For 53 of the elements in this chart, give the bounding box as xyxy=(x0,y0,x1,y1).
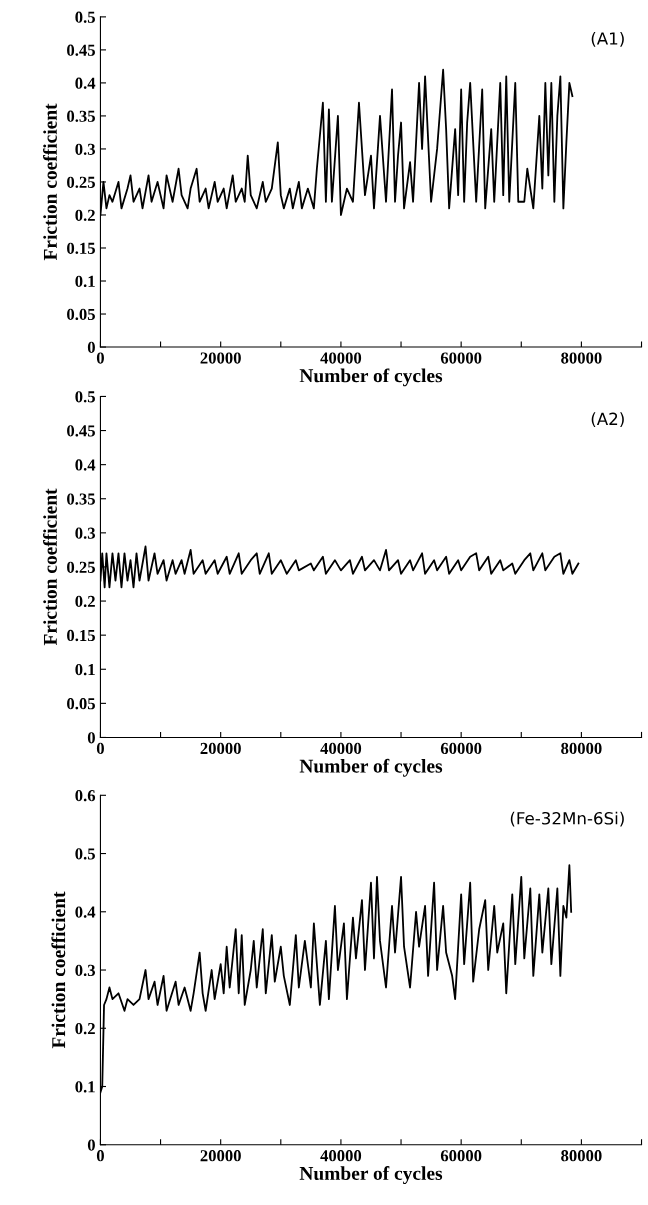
x-tick-label: 60000 xyxy=(440,742,482,755)
y-tick-label: 0.2 xyxy=(75,595,95,608)
x-axis-title: Number of cycles xyxy=(299,1166,443,1184)
annotation: (Fe-32Mn-6Si) xyxy=(510,811,624,827)
y-axis-title: Friction coefficient xyxy=(51,891,66,1049)
y-tick-label: 0.05 xyxy=(67,308,95,321)
y-tick-label: 0.1 xyxy=(75,1081,95,1093)
y-tick-label: 0.5 xyxy=(75,848,95,860)
y-tick-label: 0.6 xyxy=(75,790,96,802)
y-tick-label: 0.3 xyxy=(75,527,96,539)
y-tick-label: 0.35 xyxy=(67,110,95,122)
y-tick-label: 0.3 xyxy=(75,143,96,155)
y-tick-label: 0.1 xyxy=(75,663,95,676)
x-tick-label: 20000 xyxy=(200,352,241,364)
y-axis-title: Friction coefficient xyxy=(43,103,57,261)
y-tick-label: 0.5 xyxy=(75,391,95,403)
y-tick-label: 0 xyxy=(87,732,95,744)
y-tick-label: 0.4 xyxy=(75,77,96,89)
x-tick-label: 40000 xyxy=(320,1150,362,1162)
y-tick-label: 0 xyxy=(87,341,95,353)
annotation: (A2) xyxy=(591,412,624,428)
y-tick-label: 0.25 xyxy=(67,561,95,573)
y-tick-label: 0.15 xyxy=(67,242,95,255)
x-axis-title: Number of cycles xyxy=(299,368,443,387)
x-tick-label: 80000 xyxy=(561,352,602,364)
x-tick-label: 60000 xyxy=(440,352,482,364)
x-axis-title: Number of cycles xyxy=(299,758,443,777)
y-tick-label: 0.45 xyxy=(67,425,95,437)
y-tick-label: 0.5 xyxy=(75,11,95,23)
y-tick-label: 0.4 xyxy=(75,459,96,471)
y-tick-label: 0.1 xyxy=(75,275,95,288)
x-tick-label: 40000 xyxy=(320,352,362,364)
x-tick-label: 20000 xyxy=(200,1150,241,1162)
y-tick-label: 0.25 xyxy=(67,176,95,188)
y-tick-label: 0.15 xyxy=(67,629,95,642)
x-tick-label: 60000 xyxy=(440,1150,482,1162)
y-tick-label: 0.2 xyxy=(75,209,95,221)
y-tick-label: 0 xyxy=(87,1139,95,1151)
y-tick-label: 0.05 xyxy=(67,698,95,710)
x-tick-label: 0 xyxy=(96,352,104,364)
y-axis-title: Friction coefficient xyxy=(43,488,57,646)
y-tick-label: 0.2 xyxy=(75,1022,95,1035)
x-tick-label: 80000 xyxy=(561,1150,602,1162)
y-tick-label: 0.4 xyxy=(75,906,96,918)
x-tick-label: 20000 xyxy=(200,742,241,755)
x-tick-label: 0 xyxy=(96,742,104,755)
x-tick-label: 80000 xyxy=(561,742,602,755)
y-tick-label: 0.35 xyxy=(67,493,95,505)
x-tick-label: 40000 xyxy=(320,742,362,755)
annotation: (A1) xyxy=(591,31,624,47)
y-tick-label: 0.45 xyxy=(67,44,95,56)
x-tick-label: 0 xyxy=(96,1150,104,1162)
y-tick-label: 0.3 xyxy=(75,964,96,977)
